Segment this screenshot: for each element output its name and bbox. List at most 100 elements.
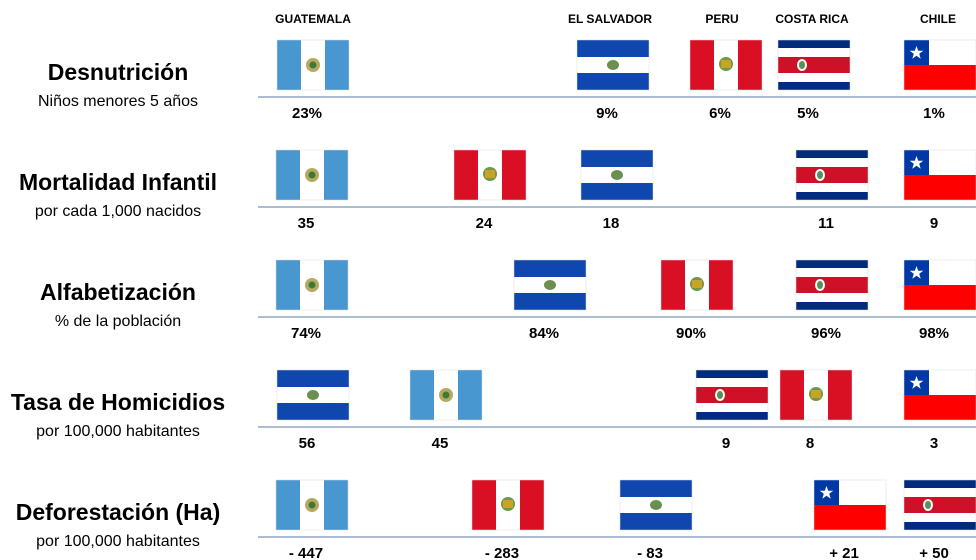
- stripe: [577, 40, 649, 57]
- stripe: [581, 150, 653, 167]
- value-label: 5%: [797, 105, 819, 122]
- stripe: [661, 260, 685, 310]
- stripe: [577, 73, 649, 90]
- value-label: 9: [930, 215, 938, 232]
- star: [909, 266, 924, 279]
- value-label: 45: [432, 435, 449, 452]
- stripe: [276, 260, 300, 310]
- stripe: [696, 412, 768, 420]
- flag-border: [779, 369, 853, 421]
- stripe: [796, 260, 868, 268]
- flag: [576, 39, 650, 91]
- field: [814, 505, 886, 530]
- emblem: [817, 171, 823, 179]
- stripe: [696, 387, 768, 403]
- stripe: [904, 480, 976, 488]
- flag: [695, 369, 769, 421]
- column-header: GUATEMALA: [275, 12, 351, 26]
- emblem: [308, 171, 316, 179]
- value-label: 56: [299, 435, 316, 452]
- value-label: 1%: [923, 105, 945, 122]
- flag: [795, 149, 869, 201]
- flag-border: [275, 259, 349, 311]
- emblem: [925, 501, 931, 509]
- stripe: [514, 293, 586, 310]
- star: [909, 376, 924, 389]
- emblem: [611, 170, 623, 180]
- stripe: [796, 158, 868, 167]
- value-label: - 83: [637, 545, 663, 560]
- flag: [903, 369, 976, 421]
- flag-border: [903, 479, 976, 531]
- stripe: [325, 40, 349, 90]
- stripe: [796, 277, 868, 293]
- flag: [275, 259, 349, 311]
- row-title: Mortalidad Infantil: [19, 169, 217, 195]
- stripe: [796, 268, 868, 277]
- emblem: [799, 61, 805, 69]
- flag-border: [576, 39, 650, 91]
- flag-border: [453, 149, 527, 201]
- stripe: [458, 370, 482, 420]
- field: [904, 285, 976, 310]
- stripe: [778, 73, 850, 82]
- flag-border: [471, 479, 545, 531]
- emblem: [717, 391, 723, 399]
- stripe: [324, 480, 348, 530]
- flag-border: [409, 369, 483, 421]
- stripe: [690, 40, 714, 90]
- flag: [903, 479, 976, 531]
- stripe: [324, 260, 348, 310]
- value-label: 18: [603, 215, 620, 232]
- flag: [689, 39, 763, 91]
- row-subtitle: Niños menores 5 años: [38, 93, 198, 110]
- emblem: [721, 60, 731, 68]
- value-label: 9%: [596, 105, 618, 122]
- value-label: 84%: [529, 325, 559, 342]
- value-label: 8: [806, 435, 814, 452]
- flag: [903, 259, 976, 311]
- stripe: [904, 497, 976, 513]
- emblem: [817, 281, 823, 289]
- flag: [276, 369, 350, 421]
- stripe: [796, 183, 868, 192]
- emblem: [485, 170, 495, 178]
- stripe: [620, 513, 692, 530]
- row-title: Alfabetización: [40, 279, 196, 305]
- stripe: [454, 150, 478, 200]
- flag: [471, 479, 545, 531]
- stripe: [709, 260, 733, 310]
- flag: [660, 259, 734, 311]
- stripe: [796, 150, 868, 158]
- row-title: Deforestación (Ha): [16, 499, 220, 525]
- emblem: [544, 280, 556, 290]
- flag: [795, 259, 869, 311]
- value-label: 3: [930, 435, 938, 452]
- stripe: [796, 293, 868, 302]
- stripe: [410, 370, 434, 420]
- flag-border: [903, 259, 976, 311]
- stripe: [276, 480, 300, 530]
- stripe: [324, 150, 348, 200]
- field: [904, 65, 976, 90]
- stripe: [778, 40, 850, 48]
- emblem: [650, 500, 662, 510]
- flag: [779, 369, 853, 421]
- emblem: [692, 280, 702, 288]
- emblem: [309, 61, 317, 69]
- stripe: [738, 40, 762, 90]
- value-label: 90%: [676, 325, 706, 342]
- row-subtitle: por 100,000 habitantes: [36, 533, 200, 550]
- stripe: [276, 150, 300, 200]
- emblem: [607, 60, 619, 70]
- value-label: 23%: [292, 105, 322, 122]
- stripe: [796, 167, 868, 183]
- emblem: [308, 501, 316, 509]
- stripe: [904, 513, 976, 522]
- stripe: [904, 522, 976, 530]
- value-label: 6%: [709, 105, 731, 122]
- value-label: 35: [298, 215, 315, 232]
- stripe: [277, 40, 301, 90]
- stripe: [904, 488, 976, 497]
